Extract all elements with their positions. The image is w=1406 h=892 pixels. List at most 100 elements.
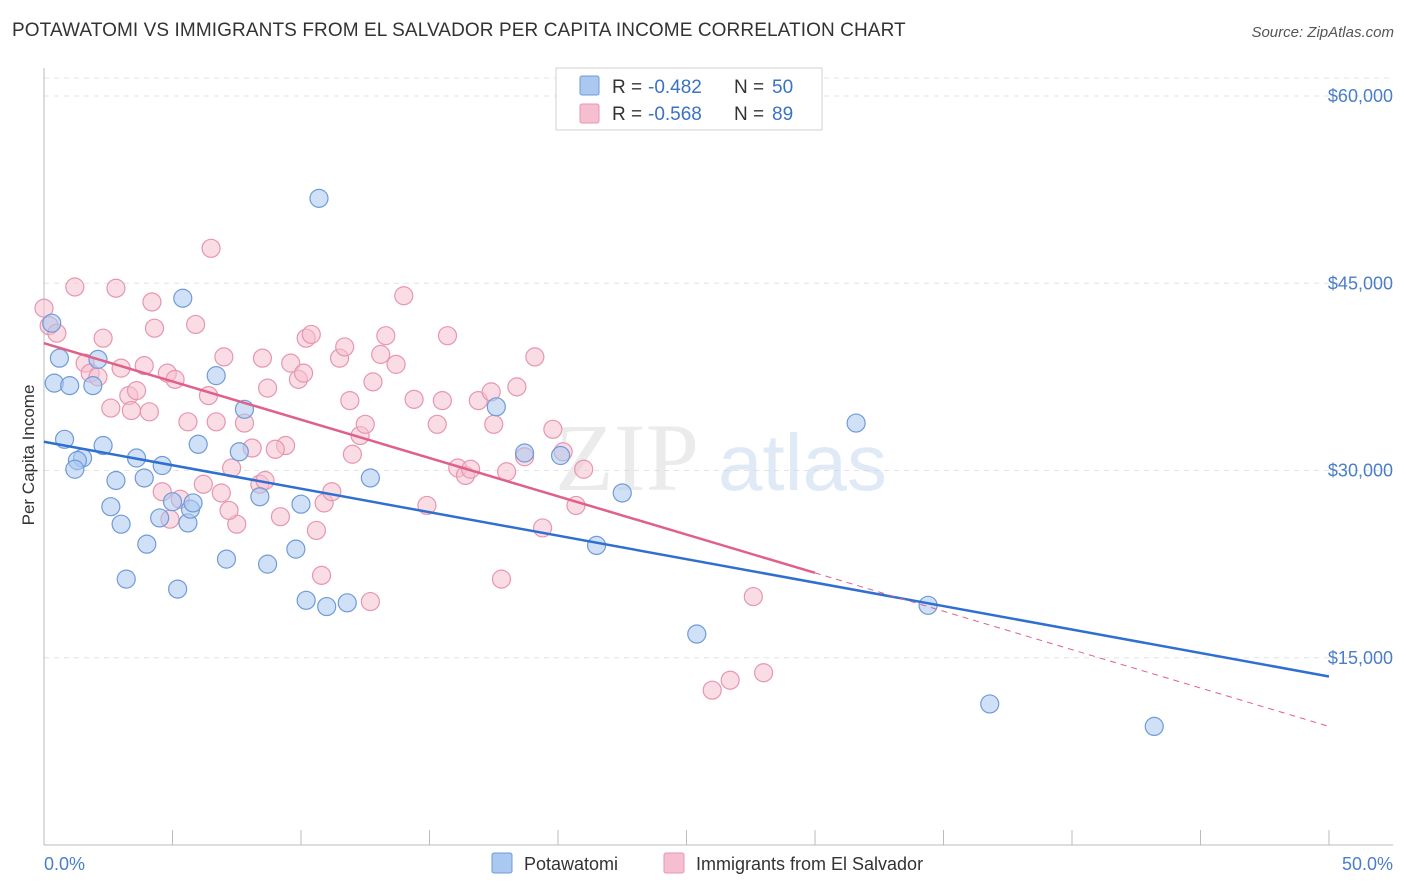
data-point [337,593,357,613]
watermark-atlas: atlas [718,418,887,507]
watermark: ZIP atlas [555,404,887,511]
data-point [306,520,327,541]
series-immigrants-el-salvador [34,238,774,700]
data-point [65,459,85,479]
data-point [229,442,249,462]
data-point [121,400,141,421]
legend-box [555,67,823,131]
data-point [363,372,383,392]
x-tick-label-max: 50.0% [1342,854,1393,874]
data-point [586,535,607,556]
data-point [186,314,206,335]
data-point [574,459,594,479]
data-point [427,414,447,434]
data-point [219,500,239,521]
data-point [60,376,80,396]
trend-line-el-salvador-extension [814,572,1330,727]
data-point [126,381,147,401]
data-point [335,337,355,357]
data-point [437,326,458,346]
data-point [93,435,113,456]
x-tick-label-min: 0.0% [44,854,85,874]
data-point [612,483,632,503]
data-point [265,439,285,459]
y-tick-labels: $15,000 $30,000 $45,000 $60,000 [1328,86,1393,668]
y-tick-label: $15,000 [1328,648,1393,668]
legend-bottom-label-potawatomi: Potawatomi [524,854,618,874]
y-tick-label: $45,000 [1328,273,1393,293]
trend-line-el-salvador [43,341,816,575]
data-point [250,487,270,507]
data-point [486,397,506,417]
legend-r-label-1: R = [612,77,642,98]
y-tick-label: $60,000 [1328,86,1393,106]
legend-swatch-blue [579,75,600,96]
legend-bottom: Potawatomi Immigrants from El Salvador [491,852,923,874]
data-point [42,313,62,333]
data-point [360,591,380,612]
data-point [111,514,131,534]
data-point [291,494,311,514]
grid-lines [44,77,1393,659]
data-point [311,565,332,585]
data-point [101,398,121,418]
data-point [65,277,85,297]
data-point [720,670,740,690]
data-point [687,624,707,644]
legend-r-value-2: -0.568 [648,104,702,125]
data-point [394,286,414,306]
legend-r-label-2: R = [612,104,642,125]
data-point [1144,716,1164,737]
data-point [216,549,237,569]
data-point [257,554,278,574]
data-point [134,356,154,376]
data-point [702,680,722,700]
data-point [491,569,512,589]
data-point [49,348,70,368]
source-label: Source: ZipAtlas.com [1251,24,1394,41]
data-point [404,389,424,409]
data-point [106,278,126,298]
data-point [281,353,301,373]
data-point [980,694,1000,714]
data-point [150,508,170,528]
data-point [183,493,203,513]
x-ticks [43,830,1330,845]
data-point [137,534,157,554]
data-point [214,347,234,367]
data-point [322,482,342,502]
data-point [507,377,527,397]
trend-line-potawatomi [43,440,1330,678]
data-point [93,328,113,348]
legend-bottom-swatch-blue [491,852,513,874]
data-point [168,579,188,599]
data-point [257,378,278,398]
data-point [514,443,535,463]
data-point [753,663,774,683]
data-point [543,419,563,439]
data-point [386,354,406,374]
data-point [296,590,316,610]
data-point [550,445,571,466]
chart-title: POTAWATOMI VS IMMIGRANTS FROM EL SALVADO… [12,20,906,41]
data-point [178,412,198,432]
data-point [432,390,452,411]
data-point [371,344,391,365]
y-tick-label: $30,000 [1328,461,1393,481]
data-point [211,483,231,503]
data-point [317,596,337,617]
data-point [743,586,763,607]
legend-swatch-pink [579,103,600,124]
data-point [309,188,329,208]
data-point [101,497,121,517]
legend-r-value-1: -0.482 [648,77,702,98]
data-point [484,414,504,434]
legend-bottom-swatch-pink [663,852,685,874]
data-point [173,288,193,308]
data-point [34,298,54,318]
data-point [270,507,291,527]
data-point [252,348,273,368]
data-point [116,569,136,589]
legend-top: R = -0.482 N = 50 R = -0.568 N = 89 [555,67,823,131]
